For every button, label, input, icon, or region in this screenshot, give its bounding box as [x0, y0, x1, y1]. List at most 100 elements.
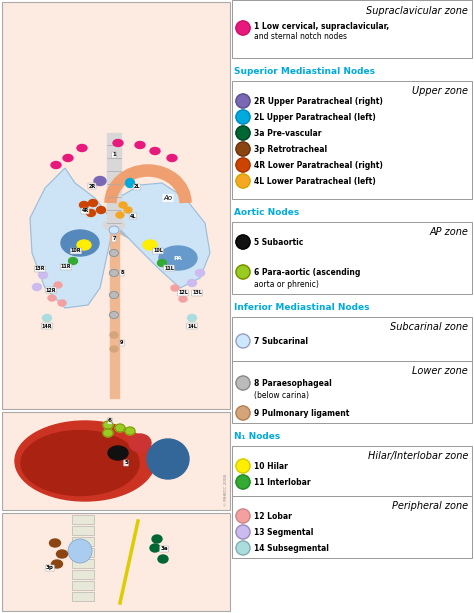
Text: 3p Retrotracheal: 3p Retrotracheal — [254, 145, 327, 154]
Text: 12R: 12R — [46, 287, 56, 292]
FancyBboxPatch shape — [232, 361, 472, 423]
FancyBboxPatch shape — [2, 2, 230, 409]
Ellipse shape — [63, 154, 73, 161]
Ellipse shape — [110, 332, 118, 338]
Ellipse shape — [33, 283, 42, 291]
Text: Hilar/Interlobar zone: Hilar/Interlobar zone — [368, 451, 468, 461]
Text: aorta or phrenic): aorta or phrenic) — [254, 280, 319, 289]
Ellipse shape — [119, 202, 127, 208]
Ellipse shape — [236, 541, 250, 555]
Ellipse shape — [236, 158, 250, 172]
Ellipse shape — [80, 202, 89, 208]
Text: 2L Upper Paratracheal (left): 2L Upper Paratracheal (left) — [254, 113, 376, 122]
Ellipse shape — [171, 285, 179, 291]
Ellipse shape — [236, 525, 250, 539]
Ellipse shape — [159, 246, 197, 270]
Ellipse shape — [236, 126, 250, 140]
Ellipse shape — [21, 430, 139, 495]
Bar — [72, 592, 94, 601]
Ellipse shape — [116, 212, 124, 218]
Text: 14 Subsegmental: 14 Subsegmental — [254, 544, 329, 553]
Text: 3p: 3p — [46, 566, 54, 571]
Text: Supraclavicular zone: Supraclavicular zone — [366, 6, 468, 16]
Text: 14L: 14L — [187, 324, 197, 329]
FancyBboxPatch shape — [232, 0, 472, 58]
Ellipse shape — [167, 154, 177, 161]
Bar — [72, 526, 94, 535]
Ellipse shape — [48, 295, 56, 301]
Ellipse shape — [77, 240, 91, 250]
Text: Lower zone: Lower zone — [412, 366, 468, 376]
Text: Ao: Ao — [164, 195, 173, 201]
Ellipse shape — [195, 270, 204, 276]
Ellipse shape — [113, 140, 123, 147]
Text: PA: PA — [173, 256, 182, 261]
Text: 10R: 10R — [71, 248, 81, 254]
Text: 6: 6 — [108, 419, 112, 424]
Ellipse shape — [143, 240, 157, 250]
Bar — [72, 537, 94, 546]
Text: 10L: 10L — [153, 248, 163, 254]
Text: 13R: 13R — [35, 267, 45, 272]
Text: 3a Pre-vascular: 3a Pre-vascular — [254, 129, 321, 138]
Text: 5 Subaortic: 5 Subaortic — [254, 238, 303, 247]
Ellipse shape — [115, 424, 125, 432]
Ellipse shape — [108, 446, 128, 460]
Ellipse shape — [236, 110, 250, 124]
Text: 9 Pulmonary ligament: 9 Pulmonary ligament — [254, 409, 349, 418]
Ellipse shape — [89, 199, 98, 207]
Text: 4R: 4R — [82, 208, 89, 213]
Text: 6 Para-aortic (ascending: 6 Para-aortic (ascending — [254, 268, 360, 277]
Text: 9: 9 — [120, 340, 124, 346]
Text: 7: 7 — [112, 237, 116, 242]
Ellipse shape — [157, 259, 166, 267]
Ellipse shape — [109, 270, 118, 276]
Ellipse shape — [188, 314, 197, 321]
Text: 10 Hilar: 10 Hilar — [254, 462, 288, 471]
Ellipse shape — [61, 230, 99, 256]
Text: and sternal notch nodes: and sternal notch nodes — [254, 32, 347, 41]
Ellipse shape — [236, 265, 250, 279]
FancyBboxPatch shape — [2, 513, 230, 611]
Bar — [72, 515, 94, 524]
Text: 1: 1 — [112, 153, 116, 158]
Text: 12 Lobar: 12 Lobar — [254, 512, 292, 521]
Text: 4L: 4L — [130, 213, 136, 218]
Ellipse shape — [179, 296, 187, 302]
FancyBboxPatch shape — [232, 317, 472, 361]
Ellipse shape — [49, 539, 61, 547]
Text: 11R: 11R — [61, 264, 71, 270]
Ellipse shape — [103, 421, 113, 429]
FancyBboxPatch shape — [232, 81, 472, 199]
Text: 2R: 2R — [89, 183, 96, 189]
Bar — [107, 133, 121, 223]
Ellipse shape — [51, 161, 61, 169]
Ellipse shape — [236, 142, 250, 156]
Ellipse shape — [54, 282, 62, 288]
Ellipse shape — [56, 550, 67, 558]
Text: Aortic Nodes: Aortic Nodes — [234, 208, 299, 217]
Bar — [110, 228, 119, 398]
Ellipse shape — [110, 346, 118, 352]
Text: 12L: 12L — [178, 291, 188, 295]
Ellipse shape — [109, 249, 118, 256]
Text: 5: 5 — [124, 460, 128, 465]
Ellipse shape — [68, 539, 92, 563]
Ellipse shape — [109, 292, 118, 299]
Text: (below carina): (below carina) — [254, 391, 309, 400]
Ellipse shape — [58, 300, 66, 306]
Bar — [72, 559, 94, 568]
Text: Upper zone: Upper zone — [412, 86, 468, 96]
Ellipse shape — [135, 142, 145, 148]
Text: 4R Lower Paratracheal (right): 4R Lower Paratracheal (right) — [254, 161, 383, 170]
Ellipse shape — [103, 220, 125, 230]
Text: Peripheral zone: Peripheral zone — [392, 501, 468, 511]
Ellipse shape — [52, 560, 63, 568]
FancyBboxPatch shape — [232, 222, 472, 294]
Text: 11 Interlobar: 11 Interlobar — [254, 478, 310, 487]
Text: Subcarinal zone: Subcarinal zone — [390, 322, 468, 332]
Text: N₁ Nodes: N₁ Nodes — [234, 432, 280, 441]
Ellipse shape — [69, 257, 78, 264]
Ellipse shape — [236, 235, 250, 249]
Ellipse shape — [147, 439, 189, 479]
